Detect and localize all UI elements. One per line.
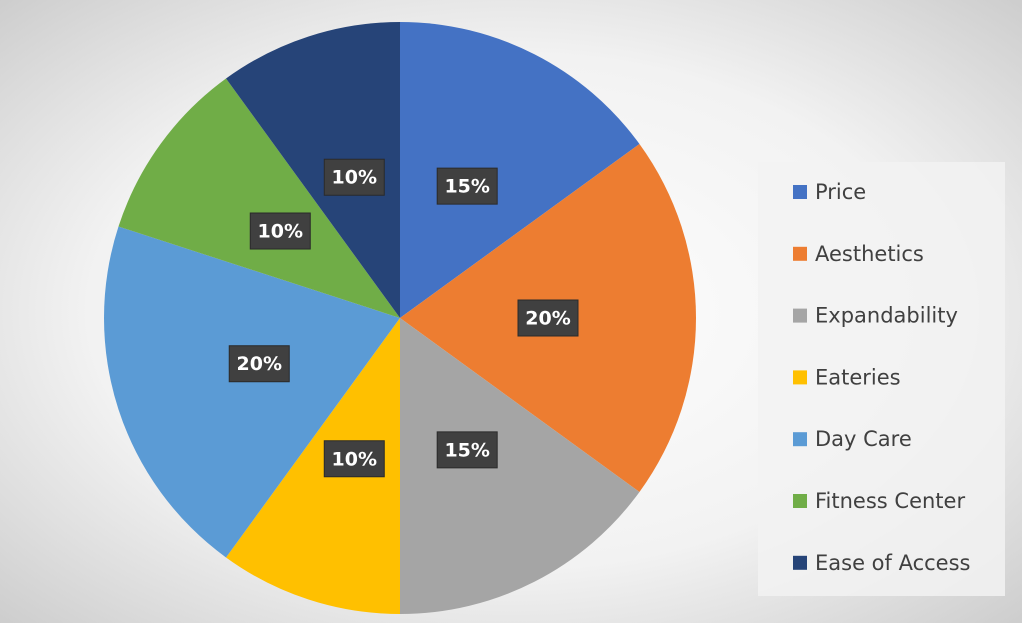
legend-swatch: [793, 308, 807, 323]
legend: Price Aesthetics Expandability Eateries Day …: [793, 180, 970, 575]
legend-label: Day Care: [815, 427, 912, 451]
data-label-box: [249, 212, 311, 250]
data-label-box: [436, 167, 498, 205]
data-label: 20%: [237, 353, 282, 375]
legend-swatch: [793, 370, 807, 385]
data-label: 15%: [444, 176, 489, 198]
legend-label: Aesthetics: [815, 242, 924, 266]
data-label-box: [436, 431, 498, 469]
data-label: 20%: [525, 308, 570, 330]
pie-slice: [400, 318, 640, 614]
pie-slice: [400, 22, 640, 318]
data-label: 15%: [444, 439, 489, 461]
pie-slice: [104, 226, 401, 558]
legend-swatch: [793, 432, 807, 447]
legend-label: Price: [815, 180, 866, 204]
legend-label: Eateries: [815, 365, 901, 389]
pie-slice: [118, 78, 400, 318]
data-label-box: [517, 299, 579, 337]
legend-label: Expandability: [815, 304, 958, 328]
data-label: 10%: [332, 448, 377, 470]
data-label-box: [228, 345, 290, 383]
data-label: 10%: [332, 167, 377, 189]
legend-swatch: [793, 494, 807, 508]
pie-slice: [226, 318, 400, 614]
pie: [104, 22, 697, 614]
legend-swatch: [793, 185, 807, 199]
data-label-box: [323, 440, 385, 478]
data-label-box: [323, 158, 385, 196]
pie-slice: [226, 22, 400, 318]
legend-swatch: [793, 555, 807, 570]
legend-swatch: [793, 246, 807, 261]
legend-label: Ease of Access: [815, 551, 970, 575]
data-label: 10%: [258, 221, 303, 243]
data-labels: 15% 20% 15% 10% 20% 10% 10%: [228, 158, 579, 478]
legend-label: Fitness Center: [815, 489, 965, 513]
